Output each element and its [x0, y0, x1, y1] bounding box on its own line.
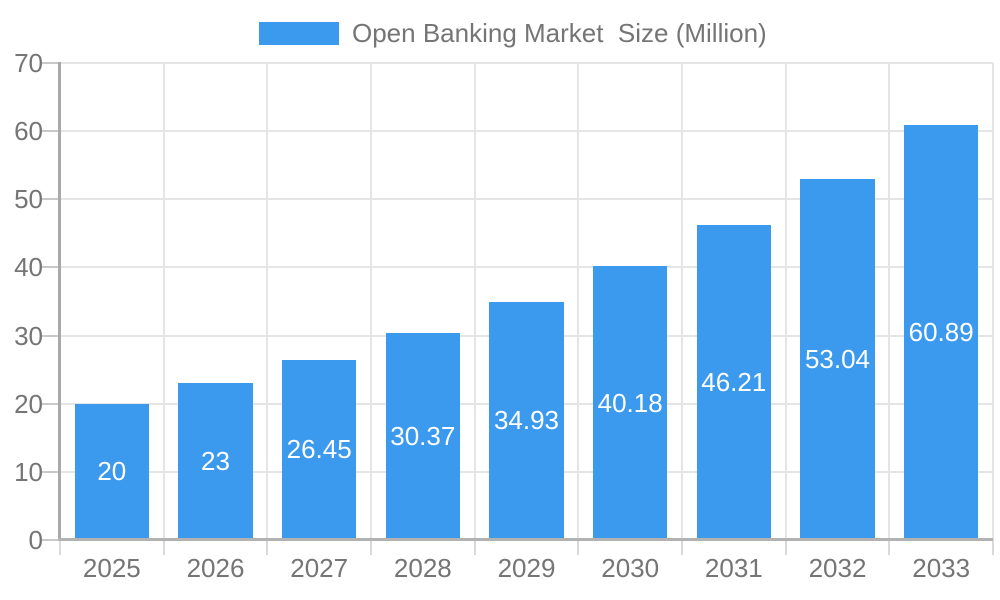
y-axis-tick: [42, 334, 59, 337]
bar-2030: 40.18: [592, 266, 668, 540]
y-axis-label: 20: [14, 388, 43, 419]
x-axis-line: [58, 538, 993, 541]
x-axis-label: 2032: [808, 553, 867, 583]
x-axis-label: 2025: [82, 553, 141, 583]
bar-value-label: 23: [201, 446, 230, 477]
y-axis-line: [58, 62, 61, 541]
x-axis-tick: [784, 540, 787, 555]
y-axis-label: 60: [14, 116, 43, 147]
bar-value-label: 20: [97, 456, 127, 487]
x-axis-tick: [992, 540, 994, 555]
x-axis-tick: [162, 540, 165, 555]
x-axis-label: 2026: [186, 553, 245, 583]
gridline: [888, 63, 891, 540]
bar-2025: 20: [74, 403, 150, 540]
y-axis-tick: [42, 62, 59, 64]
y-axis-tick: [42, 130, 59, 133]
bar-2032: 53.04: [800, 178, 875, 540]
bar-value-label: 40.18: [597, 387, 663, 418]
gridline: [784, 63, 787, 540]
y-axis-label: 70: [14, 48, 43, 78]
y-axis-label: 0: [28, 525, 43, 555]
y-axis-label: 40: [14, 252, 43, 283]
gridline: [60, 198, 993, 201]
x-axis-tick: [370, 540, 372, 555]
legend-label[interactable]: Open Banking Market Size (Million): [352, 18, 767, 48]
gridline: [60, 266, 993, 269]
bar-value-label: 46.21: [701, 367, 767, 398]
legend-swatch[interactable]: [259, 22, 339, 45]
gridline: [992, 63, 994, 540]
bar-2026: 23: [178, 383, 253, 540]
y-axis-label: 50: [14, 184, 43, 215]
x-axis-tick: [681, 540, 683, 555]
gridline: [577, 63, 580, 540]
bar-2027: 26.45: [281, 359, 357, 540]
x-axis-tick: [577, 540, 580, 555]
gridline: [60, 62, 993, 64]
y-axis-tick: [42, 402, 59, 405]
x-axis-label: 2033: [912, 553, 971, 583]
bar-2028: 30.37: [385, 333, 461, 540]
y-axis-label: 30: [14, 320, 43, 351]
y-axis-label: 10: [14, 456, 43, 487]
y-axis-tick: [42, 470, 59, 473]
gridline: [60, 130, 993, 133]
legend[interactable]: Open Banking Market Size (Million): [259, 10, 767, 56]
gridline: [473, 63, 476, 540]
y-axis-tick: [42, 266, 59, 269]
bar-value-label: 34.93: [493, 405, 560, 436]
gridline: [162, 63, 165, 540]
bar-2033: 60.89: [903, 125, 979, 540]
bar-value-label: 30.37: [390, 421, 456, 452]
x-axis-tick: [888, 540, 891, 555]
bar-value-label: 53.04: [804, 343, 871, 374]
plot-area: 0 10 20 30 40 50 60 70 2025 2026 2027 2028 2029 2030 2…: [14, 48, 994, 583]
bar-value-label: 60.89: [908, 317, 974, 348]
x-axis-tick: [59, 540, 61, 555]
x-axis-tick: [266, 540, 269, 555]
x-axis-label: 2030: [601, 553, 660, 583]
gridline: [681, 63, 683, 540]
x-axis-tick: [473, 540, 476, 555]
gridline: [266, 63, 269, 540]
x-axis-label: 2031: [704, 553, 763, 583]
x-axis-label: 2029: [497, 553, 556, 583]
x-axis-label: 2028: [393, 553, 452, 583]
y-axis-tick: [42, 198, 59, 201]
y-axis-tick: [42, 539, 59, 541]
x-axis-label: 2027: [290, 553, 349, 583]
bar-value-label: 26.45: [286, 434, 352, 465]
bar-2029: 34.93: [489, 301, 564, 540]
gridline: [370, 63, 372, 540]
bar-2031: 46.21: [696, 225, 772, 540]
